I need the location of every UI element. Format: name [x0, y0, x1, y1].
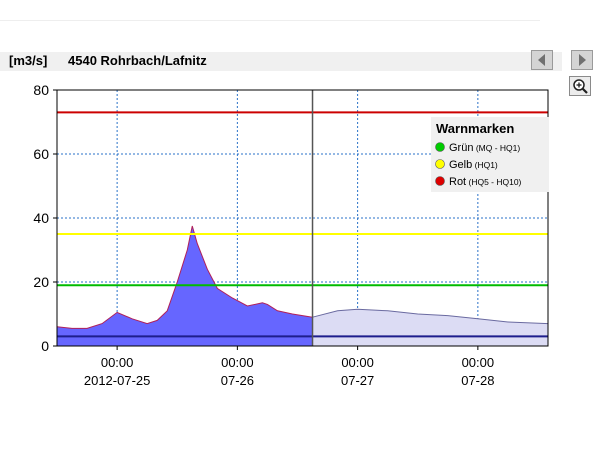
- forecast-line: [312, 308, 549, 325]
- arrow-left-icon: [538, 54, 545, 66]
- x-tick-time: 00:00: [462, 355, 495, 370]
- legend-range: (HQ1): [472, 160, 498, 170]
- x-tick-date: 07-27: [341, 373, 374, 388]
- legend-box: [431, 117, 549, 192]
- legend-marker: [435, 142, 445, 152]
- x-tick-time: 00:00: [221, 355, 254, 370]
- top-divider: [0, 0, 540, 21]
- y-tick-label: 80: [33, 82, 49, 98]
- legend-label: Rot (HQ5 - HQ10): [449, 176, 522, 188]
- previous-button[interactable]: [531, 50, 553, 70]
- y-tick-label: 40: [33, 210, 49, 226]
- plot-frame: [56, 89, 549, 347]
- legend-marker: [435, 159, 445, 169]
- y-tick-label: 20: [33, 274, 49, 290]
- y-tick-label: 0: [41, 338, 49, 354]
- arrow-right-icon: [579, 54, 586, 66]
- x-tick-date: 2012-07-25: [84, 373, 151, 388]
- hydrograph-chart: 0 20 40 60 80 00:00 2012-07-25 00:00 07-26 00:00 0…: [33, 82, 549, 388]
- zoom-button[interactable]: [569, 76, 591, 96]
- x-tick-time: 00:00: [341, 355, 374, 370]
- y-tick-label: 60: [33, 146, 49, 162]
- legend-label: Grün (MQ - HQ1): [449, 142, 520, 154]
- x-tick-time: 00:00: [101, 355, 134, 370]
- chart-header: [0, 52, 562, 71]
- x-tick-date: 07-26: [221, 373, 254, 388]
- station-title: 4540 Rohrbach/Lafnitz: [68, 53, 207, 68]
- next-button[interactable]: [571, 50, 593, 70]
- unit-label: [m3/s]: [9, 53, 48, 68]
- legend-range: (MQ - HQ1): [473, 143, 520, 153]
- legend-title: Warnmarken: [436, 121, 514, 136]
- x-tick-date: 07-28: [461, 373, 494, 388]
- legend-label: Gelb (HQ1): [449, 159, 498, 171]
- zoom-in-icon: [573, 79, 588, 94]
- measured-line: [56, 225, 313, 329]
- legend-range: (HQ5 - HQ10): [466, 177, 521, 187]
- top-bar: [0, 0, 600, 48]
- legend-marker: [435, 176, 445, 186]
